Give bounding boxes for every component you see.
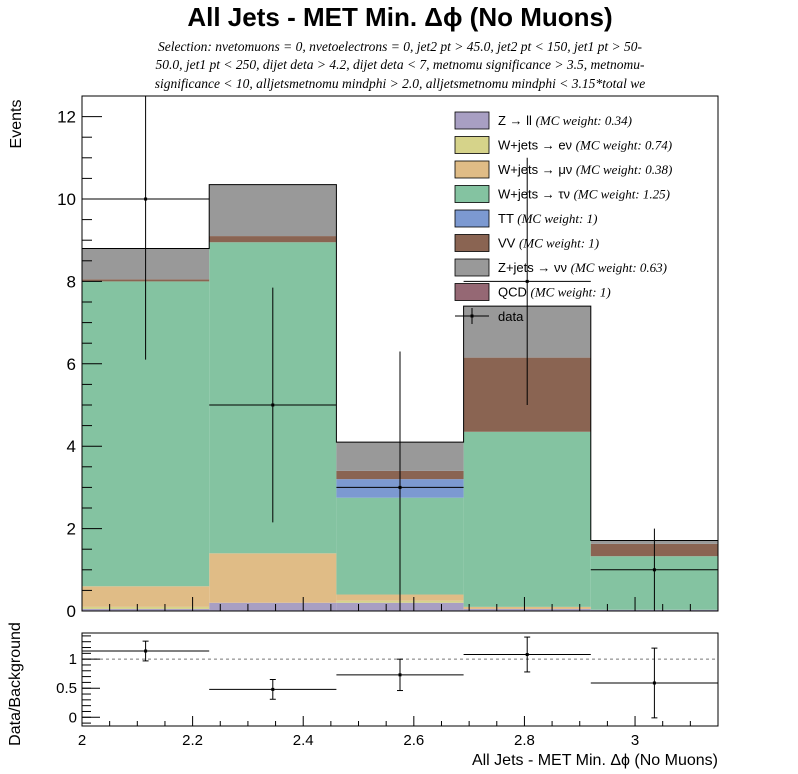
main-plot: 0 2 4 6 8 10 12 <box>57 95 719 621</box>
stack-bar <box>463 608 591 611</box>
legend-swatch <box>454 185 490 203</box>
ratio-point <box>652 681 656 685</box>
legend-swatch <box>454 160 490 179</box>
legend-entry: W+jets → eν (MC weight: 0.74) <box>498 138 672 153</box>
y-tick-label: 12 <box>57 108 76 127</box>
y-tick-label: 8 <box>67 272 76 291</box>
legend-swatch <box>454 209 490 228</box>
data-point <box>525 279 529 283</box>
ratio-y-tick-label: 0 <box>69 709 77 726</box>
selection-line-3: significance < 10, alljetsmetnomu mindph… <box>155 76 645 91</box>
y-tick-label: 6 <box>67 355 76 374</box>
stack-bar <box>209 553 337 603</box>
legend-weight: (MC weight: 0.63) <box>571 260 667 275</box>
ratio-plot: 0 0.5 1 2 2.2 2.4 2.6 2.8 3 <box>56 632 719 749</box>
legend-weight: (MC weight: 0.34) <box>536 113 632 128</box>
legend-label: W+jets → eν <box>498 138 576 153</box>
stack-bar <box>463 606 591 609</box>
y-tick-label: 2 <box>67 520 76 539</box>
legend-data-label: data <box>498 309 524 324</box>
ratio-y-tick-label: 1 <box>69 651 77 668</box>
ratio-point <box>144 649 148 653</box>
data-point <box>271 403 275 407</box>
selection-line-2: 50.0, jet1 pt < 250, dijet deta > 4.2, d… <box>156 57 645 72</box>
main-frame <box>81 95 719 612</box>
legend-entry: W+jets → τν (MC weight: 1.25) <box>498 187 670 202</box>
y-tick-label: 4 <box>67 437 76 456</box>
data-point <box>144 197 148 201</box>
legend-label: W+jets → μν <box>498 162 576 177</box>
legend-label: QCD <box>498 285 531 300</box>
x-tick-label: 2.8 <box>514 732 535 749</box>
data-point <box>652 568 656 572</box>
stack-bar <box>209 184 337 237</box>
y-tick-label: 0 <box>67 602 76 621</box>
legend-label: Z → ll <box>498 113 536 128</box>
stack-bar <box>209 602 337 611</box>
x-axis-label: All Jets - MET Min. Δϕ (No Muons) <box>472 752 718 769</box>
stack-bar <box>463 431 591 607</box>
legend-weight: (MC weight: 0.74) <box>576 138 672 153</box>
legend-swatch <box>454 111 490 130</box>
x-tick-label: 3 <box>631 732 639 749</box>
legend-label: Z+jets → νν <box>498 260 571 275</box>
selection-line-1: Selection: nvetomuons = 0, nvetoelectron… <box>158 39 643 54</box>
legend-label: VV <box>498 236 519 251</box>
stack-bar <box>82 606 210 609</box>
legend-entry: VV (MC weight: 1) <box>498 236 599 251</box>
x-tick-label: 2.4 <box>293 732 314 749</box>
legend-weight: (MC weight: 1) <box>517 211 597 226</box>
legend-swatch <box>454 258 490 277</box>
y-axis-label-events: Events <box>8 100 25 149</box>
chart-title: All Jets - MET Min. Δϕ (No Muons) <box>187 2 612 32</box>
y-tick-label: 10 <box>57 190 76 209</box>
stack-bar <box>82 586 210 607</box>
legend: Z → ll (MC weight: 0.34) W+jets → eν (MC … <box>454 111 672 324</box>
x-tick-label: 2.6 <box>403 732 424 749</box>
x-tick-label: 2.2 <box>182 732 203 749</box>
legend-swatch <box>454 234 490 252</box>
legend-weight: (MC weight: 1.25) <box>574 187 670 202</box>
ratio-point <box>398 673 402 677</box>
legend-entry: W+jets → μν (MC weight: 0.38) <box>498 162 672 177</box>
legend-weight: (MC weight: 1) <box>531 285 611 300</box>
y-axis-label-ratio: Data/Background <box>7 622 24 746</box>
legend-weight: (MC weight: 1) <box>519 236 599 251</box>
legend-entry: Z → ll (MC weight: 0.34) <box>498 113 632 128</box>
legend-entry: QCD (MC weight: 1) <box>498 285 611 300</box>
ratio-point <box>525 653 529 657</box>
legend-entry: TT (MC weight: 1) <box>498 211 597 226</box>
legend-label: W+jets → τν <box>498 187 574 202</box>
legend-data-marker <box>470 314 474 318</box>
x-tick-label: 2 <box>78 732 86 749</box>
data-point <box>398 485 402 489</box>
ratio-point <box>271 687 275 691</box>
ratio-y-tick-label: 0.5 <box>56 680 77 697</box>
legend-swatch <box>454 283 490 301</box>
stack-bar <box>82 608 210 611</box>
legend-entry: Z+jets → νν (MC weight: 0.63) <box>498 260 667 275</box>
legend-swatch <box>454 136 490 154</box>
ratio-frame <box>81 632 719 727</box>
stack-bar <box>209 236 337 243</box>
legend-weight: (MC weight: 0.38) <box>576 162 672 177</box>
legend-label: TT <box>498 211 517 226</box>
